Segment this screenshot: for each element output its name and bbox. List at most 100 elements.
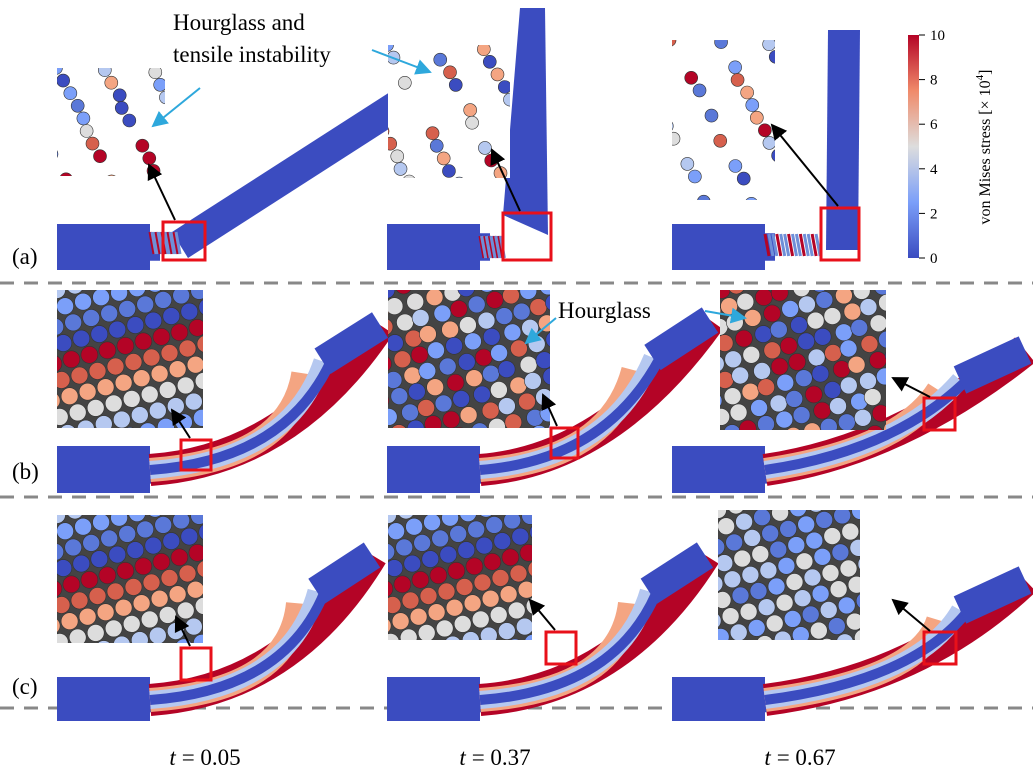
time-variable: t (459, 745, 466, 770)
particle (93, 150, 106, 163)
particle (720, 645, 737, 662)
particle (444, 636, 461, 653)
particle (404, 367, 421, 384)
colorbar-label-text: von Mises stress [× 10 (977, 80, 994, 224)
particle (603, 244, 620, 261)
particle (948, 533, 965, 550)
particle (295, 329, 312, 346)
particle (179, 340, 196, 357)
particle (253, 510, 270, 527)
particle (806, 532, 823, 549)
particle (504, 324, 521, 341)
particle (61, 613, 78, 630)
particle (153, 328, 170, 345)
particle (121, 15, 134, 28)
panels (0, 0, 1033, 721)
particle (229, 400, 246, 417)
particle (677, 390, 694, 407)
particle (745, 197, 758, 210)
particle (744, 0, 757, 13)
particle (778, 162, 791, 175)
particle (344, 516, 361, 533)
particle (532, 487, 549, 504)
time-caption: t= 0.67 (764, 745, 835, 770)
particle (763, 136, 776, 149)
particle (251, 547, 268, 564)
particle (744, 309, 761, 326)
particle (55, 560, 72, 577)
particle (748, 619, 765, 636)
particle (482, 402, 499, 419)
particle (732, 367, 749, 384)
particle (376, 26, 389, 39)
clamp-base (672, 446, 775, 493)
particle (743, 346, 760, 363)
particle (261, 301, 278, 318)
particle (129, 505, 146, 522)
particle (530, 524, 547, 541)
particle (213, 368, 230, 385)
particle (969, 272, 986, 289)
particle (548, 519, 565, 536)
particle (460, 505, 477, 522)
particle (932, 501, 949, 518)
particle (184, 655, 201, 672)
particle (490, 606, 507, 623)
clamp-base (387, 677, 490, 721)
particle (267, 354, 284, 371)
particle (704, 208, 717, 221)
particle (956, 549, 973, 566)
particle (598, 579, 615, 596)
particle (328, 295, 345, 312)
particle (85, 661, 102, 678)
particle (67, 502, 84, 519)
particle (137, 296, 154, 313)
particle (784, 610, 801, 627)
particle (694, 633, 711, 650)
particle (3, 311, 20, 328)
particle (714, 134, 727, 147)
particle (0, 541, 2, 558)
particle (119, 525, 136, 542)
colorbar-label-end: ] (977, 70, 994, 75)
particle (402, 592, 419, 609)
particle (770, 321, 787, 338)
particle (0, 504, 3, 521)
particle (149, 402, 166, 419)
particle (617, 135, 630, 148)
particle (65, 539, 82, 556)
particle (432, 530, 449, 547)
particle (746, 656, 763, 673)
particle (139, 53, 152, 66)
particle (486, 291, 503, 308)
annotation: tensile instability (173, 42, 331, 67)
particle (851, 319, 868, 336)
zoom-arrow (530, 600, 555, 630)
particle (71, 367, 88, 384)
particle (474, 574, 491, 591)
particle (796, 553, 813, 570)
particle (714, 592, 731, 609)
particle (189, 154, 202, 167)
particle (814, 548, 831, 565)
particle (241, 343, 258, 360)
particle (657, 107, 670, 120)
particle (209, 503, 226, 520)
particle (169, 361, 186, 378)
particle (808, 349, 825, 366)
particle (127, 542, 144, 559)
particle (791, 2, 804, 15)
particle (367, 376, 384, 393)
particle (758, 379, 775, 396)
particle (715, 36, 728, 49)
particle (410, 188, 423, 201)
particle (460, 407, 477, 424)
particle (897, 327, 914, 344)
particle (200, 167, 213, 180)
particle (426, 641, 443, 658)
particle (253, 285, 270, 302)
particle (768, 432, 785, 449)
particle (159, 91, 172, 104)
particle (869, 352, 886, 369)
particle (89, 588, 106, 605)
